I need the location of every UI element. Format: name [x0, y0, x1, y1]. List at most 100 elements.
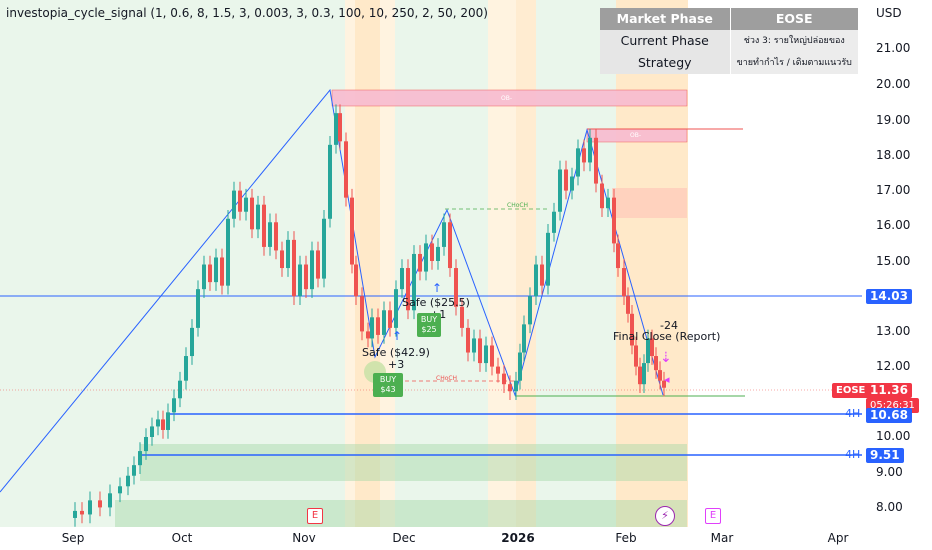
left-arrow: ◂	[664, 373, 670, 386]
candle-body	[588, 137, 592, 163]
candle-body	[334, 113, 338, 145]
time-label: Feb	[615, 531, 637, 545]
final-close-label: Final Close (Report)	[613, 330, 721, 343]
chart-area[interactable]: ↑ ↑ ⇣ ◂	[0, 0, 862, 527]
phase-band-orange	[516, 0, 536, 527]
candle-body	[522, 324, 526, 353]
candle-body	[484, 345, 488, 364]
candle-body	[184, 356, 188, 381]
candle-body	[460, 306, 464, 328]
candle-body	[292, 239, 296, 297]
candle-body	[540, 264, 544, 286]
choch-label-1: CHoCH	[507, 202, 529, 209]
zigzag-line	[0, 88, 664, 493]
candle-body	[528, 296, 532, 325]
indicator-title[interactable]: investopia_cycle_signal (1, 0.6, 8, 1.5,…	[6, 6, 488, 20]
buy-43-signal[interactable]: BUY $43	[373, 373, 403, 397]
time-label: Oct	[171, 531, 193, 545]
candle-body	[150, 426, 154, 437]
candle-body	[626, 296, 630, 314]
phase-table-symbol: EOSE	[730, 8, 858, 30]
time-label: 2026	[501, 531, 535, 545]
lightning-icon[interactable]: ⚡	[655, 506, 675, 526]
time-label: Dec	[392, 531, 416, 545]
safe-25-label: Safe ($25.5)	[402, 296, 470, 309]
current-phase-label: Current Phase	[600, 30, 730, 52]
candle-body	[360, 296, 364, 332]
candle-body	[126, 475, 130, 487]
candle-body	[502, 373, 506, 385]
candle-body	[338, 113, 342, 142]
currency-label[interactable]: USD	[876, 6, 902, 20]
candle-body	[546, 232, 550, 286]
symbol-tag: EOSE	[832, 383, 870, 398]
down-arrow: ⇣	[660, 350, 672, 366]
candle-body	[490, 345, 494, 367]
earnings-event-marker-2[interactable]: E	[705, 508, 721, 524]
candle-body	[268, 222, 272, 247]
candle-body	[322, 218, 326, 279]
candle-body	[196, 289, 200, 328]
candle-body	[274, 222, 278, 251]
time-label: Apr	[827, 531, 849, 545]
candle-body	[370, 317, 374, 339]
candle-body	[606, 197, 610, 209]
price-tick: 9.00	[876, 465, 903, 479]
price-tick: 17.00	[876, 183, 911, 197]
time-axis[interactable]	[0, 527, 932, 550]
candle-body	[262, 204, 266, 247]
candle-body	[600, 183, 604, 209]
candle-body	[658, 370, 662, 381]
candle-body	[654, 356, 658, 371]
support-zone	[115, 500, 687, 527]
time-label: Nov	[292, 531, 316, 545]
candle-body	[316, 250, 320, 279]
candle-body	[662, 380, 666, 388]
candle-body	[310, 250, 314, 290]
candle-body	[642, 363, 646, 385]
earnings-event-marker-1[interactable]: E	[307, 508, 323, 524]
price-tick: 8.00	[876, 500, 903, 514]
time-label: Sep	[61, 531, 85, 545]
candle-body	[582, 148, 586, 163]
candle-body	[496, 366, 500, 374]
candle-body	[448, 222, 452, 269]
candle-body	[354, 264, 358, 297]
candle-body	[172, 398, 176, 413]
candle-body	[612, 197, 616, 244]
candle-body	[298, 264, 302, 297]
candle-body	[156, 419, 160, 427]
current-phase-value: ช่วง 3: รายใหญ่ปล่อยของ	[730, 30, 858, 52]
price-tick: 10.00	[876, 429, 911, 443]
up-arrow: ↑	[432, 281, 442, 295]
candle-body	[344, 141, 348, 198]
candle-body	[132, 465, 136, 476]
tf-label-1: 4H	[845, 407, 861, 420]
candle-body	[80, 510, 84, 515]
candle-body	[350, 197, 354, 265]
strategy-value: ขายทำกำไร / เดิมตามแนวรับ	[730, 52, 858, 74]
candle-body	[376, 317, 380, 335]
candle-body	[558, 169, 562, 212]
support-zone	[140, 444, 687, 481]
candle-body	[400, 268, 404, 290]
level-tag-14-03: 14.03	[866, 289, 912, 304]
candle-body	[508, 384, 512, 392]
candle-body	[286, 239, 290, 269]
candle-body	[466, 327, 470, 353]
candle-body	[406, 268, 410, 311]
candle-body	[564, 169, 568, 191]
safe-42-label: Safe ($42.9)	[362, 346, 430, 359]
candle-body	[418, 253, 422, 272]
buy-25-signal[interactable]: BUY $25	[417, 313, 441, 337]
candle-body	[534, 264, 538, 297]
price-tick: 21.00	[876, 41, 911, 55]
price-axis[interactable]	[862, 0, 932, 527]
choch-label-2: CHoCH	[436, 375, 458, 382]
candle-body	[138, 451, 142, 466]
candle-body	[244, 197, 248, 212]
candle-body	[214, 257, 218, 283]
candle-body	[226, 218, 230, 286]
price-chart[interactable]: ↑ ↑ ⇣ ◂	[0, 0, 862, 527]
strategy-label: Strategy	[600, 52, 730, 74]
